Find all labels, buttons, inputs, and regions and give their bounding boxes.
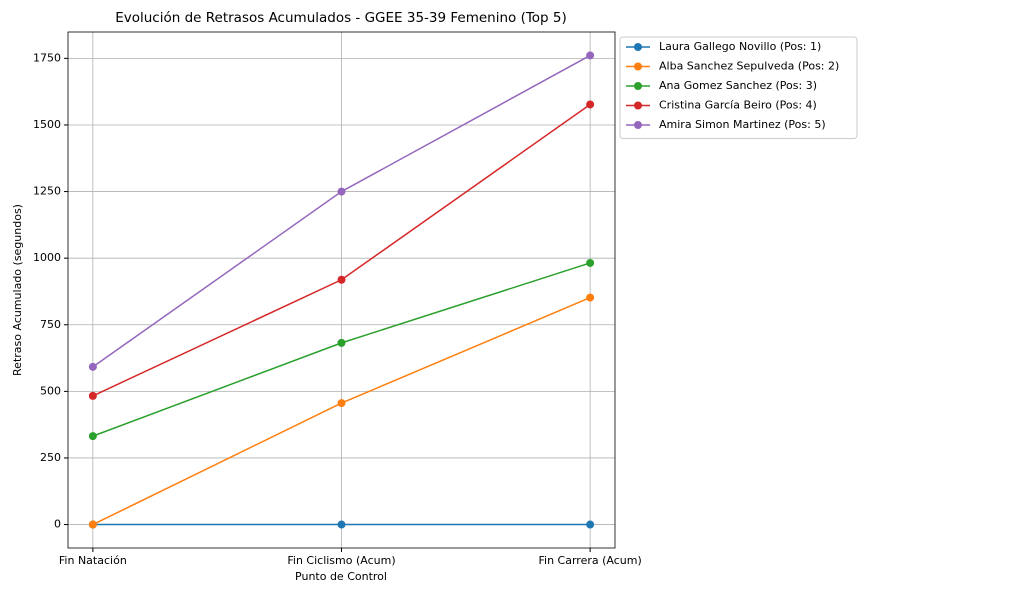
- plot-frame: [67, 31, 616, 549]
- data-point: [586, 100, 595, 109]
- legend-marker: [634, 82, 642, 90]
- legend-box: [619, 36, 858, 139]
- legend-label: Cristina García Beiro (Pos: 4): [659, 99, 817, 112]
- y-tick-label: 1500: [33, 118, 61, 131]
- data-point: [586, 293, 595, 302]
- y-tick-label: 1750: [33, 51, 61, 64]
- legend-label: Amira Simon Martinez (Pos: 5): [659, 118, 826, 131]
- y-tick-label: 500: [40, 384, 61, 397]
- data-point: [88, 520, 97, 529]
- data-point: [337, 520, 346, 529]
- data-point: [88, 432, 97, 441]
- legend-marker: [634, 62, 642, 71]
- data-point: [337, 338, 346, 347]
- y-tick-label: 250: [40, 451, 61, 464]
- legend-marker: [634, 101, 642, 110]
- legend-label: Ana Gomez Sanchez (Pos: 3): [659, 79, 817, 92]
- y-axis-label: Retraso Acumulado (segundos): [11, 204, 24, 376]
- data-point: [337, 399, 346, 408]
- data-point: [586, 51, 595, 60]
- y-tick-label: 750: [40, 318, 61, 331]
- data-point: [337, 275, 346, 284]
- legend-label: Laura Gallego Novillo (Pos: 1): [659, 40, 821, 53]
- y-tick-label: 0: [54, 518, 61, 531]
- chart-title: Evolución de Retrasos Acumulados - GGEE …: [115, 10, 567, 26]
- legend-marker: [634, 121, 642, 129]
- legend-marker: [634, 43, 642, 51]
- data-point: [586, 520, 595, 529]
- data-point: [88, 362, 97, 371]
- x-tick-label: Fin Carrera (Acum): [539, 554, 642, 567]
- data-point: [88, 391, 97, 400]
- data-point: [337, 187, 346, 196]
- x-tick-label: Fin Ciclismo (Acum): [287, 554, 395, 567]
- x-tick-label: Fin Natación: [59, 554, 127, 567]
- y-tick-label: 1000: [33, 251, 61, 264]
- x-axis-label: Punto de Control: [295, 570, 387, 583]
- y-tick-label: 1250: [33, 185, 61, 198]
- legend-label: Alba Sanchez Sepulveda (Pos: 2): [659, 60, 839, 73]
- data-point: [586, 258, 595, 267]
